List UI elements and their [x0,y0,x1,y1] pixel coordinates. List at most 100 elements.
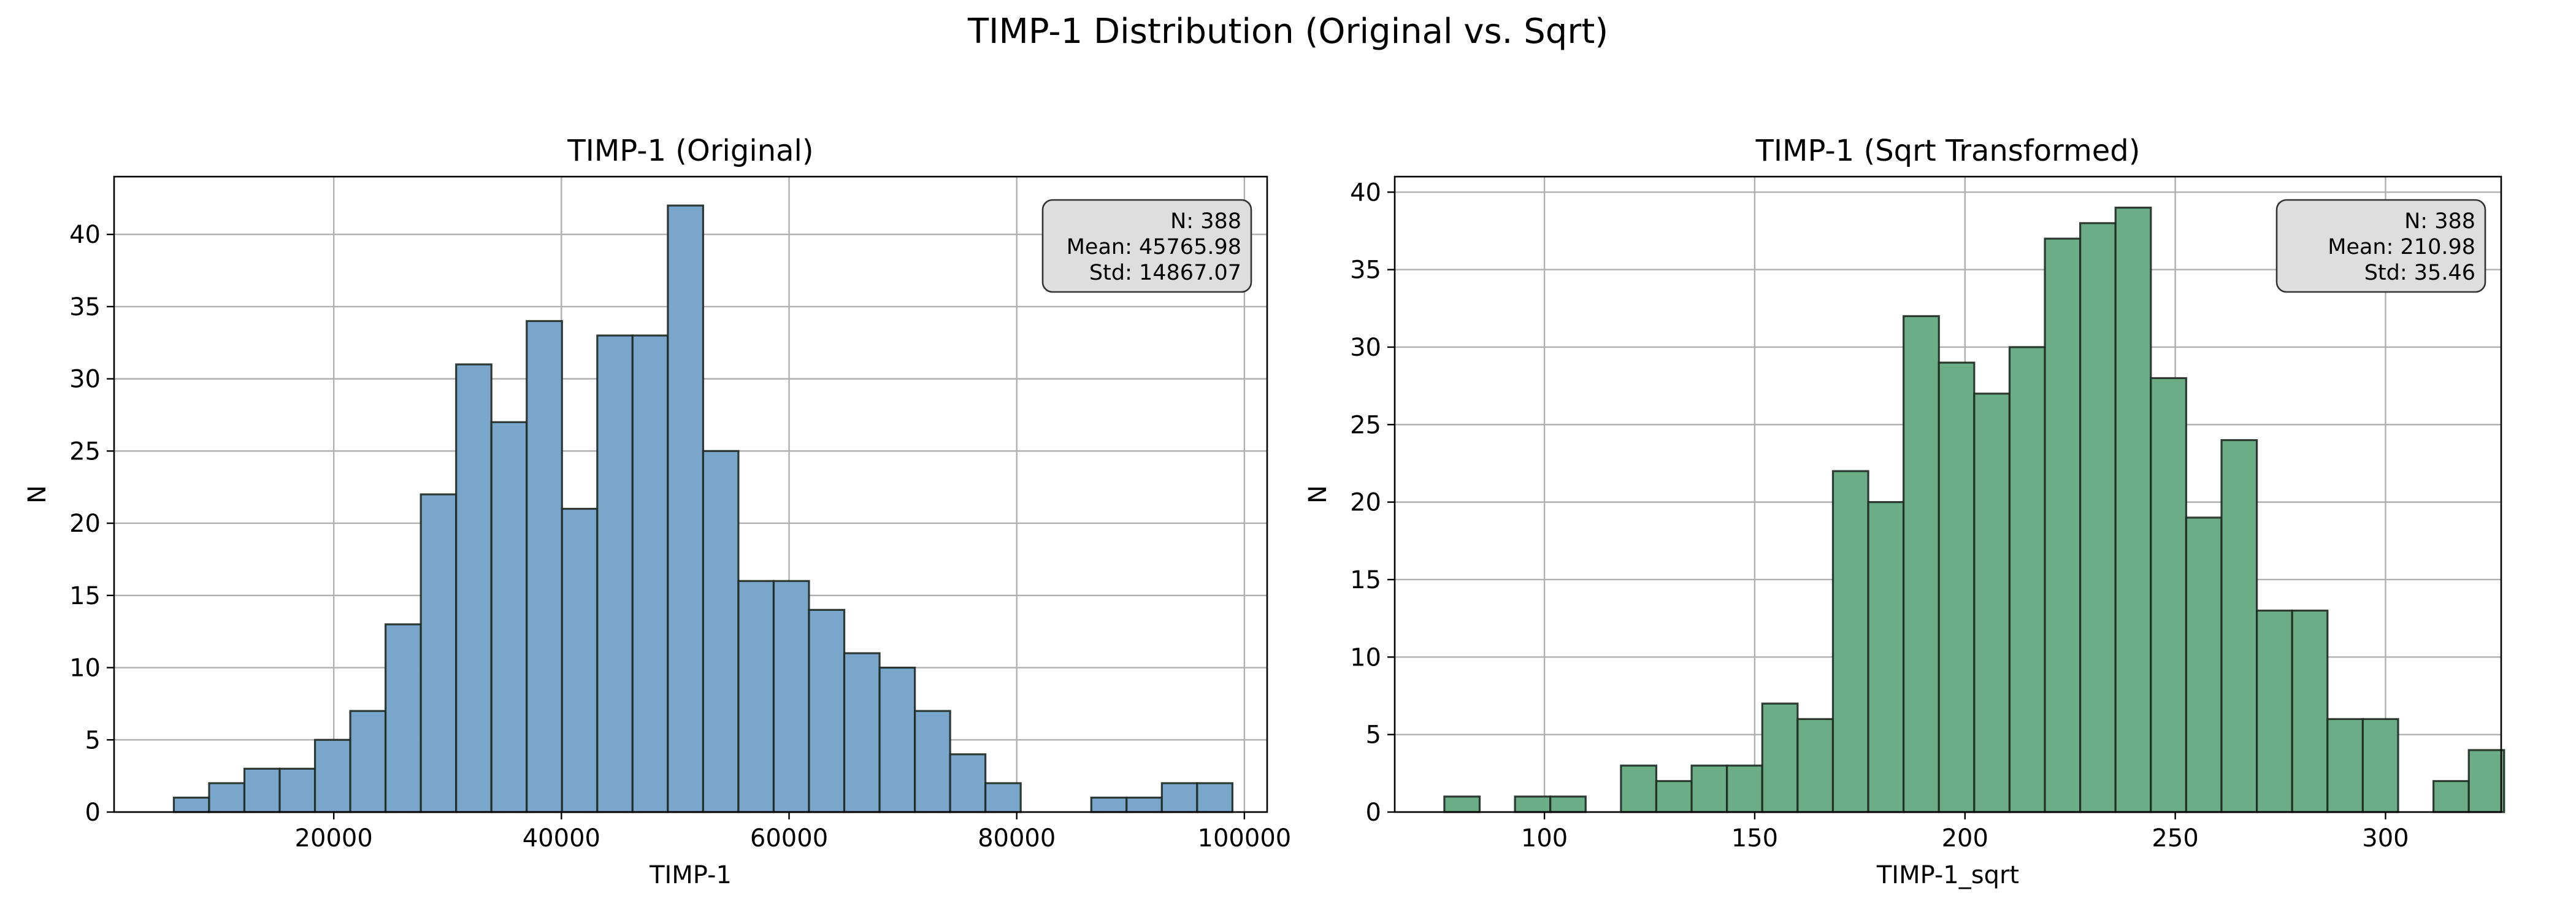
y-tick-label: 30 [1350,334,1381,362]
x-tick-label: 60000 [750,824,828,853]
y-tick-label: 35 [69,293,101,321]
histogram-bar [172,796,210,813]
y-tick-label: 15 [69,582,101,610]
histogram-bar [2114,206,2152,813]
y-tick-label: 35 [1350,256,1381,285]
stats-box [2275,199,2486,293]
x-axis-label: TIMP-1_sqrt [1876,861,2019,889]
histogram-bar [1726,764,1763,813]
histogram-bar [737,580,775,813]
y-tick-label: 25 [1350,411,1381,439]
histogram-bar [313,738,351,813]
y-tick-label: 20 [1350,489,1381,517]
histogram-bar [243,767,281,813]
y-tick-label: 0 [1366,799,1381,827]
histogram-bar [1160,782,1198,813]
histogram-bar [1655,780,1693,813]
histogram-bar [208,782,246,813]
histogram-bar [843,652,881,813]
y-tick-label: 15 [1350,566,1381,594]
y-axis-label: N [1304,485,1332,504]
histogram-bar [2432,780,2470,813]
histogram-bar [2291,609,2329,813]
x-tick-label: 40000 [523,824,600,853]
stats-line: N: 388 [1170,209,1241,234]
y-tick-label: 40 [1350,178,1381,207]
histogram-bar [1443,795,1481,813]
histogram-bar [278,767,316,813]
stats-line: Mean: 210.98 [2328,235,2475,259]
x-tick-label: 100000 [1198,824,1292,853]
stats-line: Std: 14867.07 [1089,261,1241,285]
histogram-bar [949,753,987,813]
axes-frame [1393,175,2502,813]
y-tick-label: 25 [69,437,101,466]
panel-title: TIMP-1 (Original) [567,134,813,168]
x-tick-label: 80000 [978,824,1056,853]
stats-line: N: 388 [2404,209,2475,234]
histogram-bar [2256,609,2293,813]
histogram-bar [1620,764,1658,813]
stats-line: Mean: 45765.98 [1067,235,1241,259]
y-tick-label: 10 [69,654,101,683]
x-tick-label: 100 [1521,824,1568,853]
histogram-bar [2008,346,2046,813]
x-tick-label: 20000 [295,824,373,853]
histogram-bar [1125,796,1163,813]
histogram-bar [631,334,669,813]
y-tick-label: 5 [1366,721,1381,749]
panel-sqrt-transformed: 100 150 200 250 300 0 5 10 15 20 25 30 35 40 TIMP-1 (S… [1304,134,2505,889]
histogram-bar [1973,393,2011,813]
histogram-bar [2361,718,2399,813]
histogram-bar [1938,361,1976,813]
histogram-bar [526,320,563,813]
histogram-bar [2150,377,2188,813]
histogram-bar [2185,516,2223,813]
panel-original: 20000 40000 60000 80000 100000 0 5 10 15 20 25 30 35… [23,134,1291,889]
histogram-bar [561,507,599,813]
y-tick-label: 0 [85,799,101,827]
x-axis-label: TIMP-1 [649,861,732,889]
histogram-bar [1196,782,1233,813]
histogram-bar [878,666,916,813]
y-tick-label: 5 [85,726,101,754]
histogram-bar [455,363,493,813]
histogram-bar [1690,764,1728,813]
x-tick-label: 200 [1942,824,1988,853]
histogram-bar [2220,439,2258,813]
histogram-bar [1549,795,1587,813]
histogram-bar [772,580,810,813]
stats-box [1041,199,1252,293]
x-tick-label: 150 [1731,824,1778,853]
histogram-bar [385,623,422,813]
histogram-bar [1867,501,1905,813]
histogram-bar [1761,702,1799,813]
histogram-bar [2467,749,2505,813]
histogram-bar [1090,796,1128,813]
histogram-bar [808,608,846,813]
stats-line: Std: 35.46 [2364,261,2475,285]
axes-frame [113,175,1268,813]
histogram-bar [1514,795,1552,813]
histogram-bar [667,204,705,813]
histogram-bar [2326,718,2364,813]
histogram-bar [702,450,740,813]
y-tick-label: 30 [69,366,101,394]
histogram-bar [490,421,528,813]
x-tick-label: 250 [2152,824,2198,853]
y-tick-label: 20 [69,510,101,538]
x-tick-label: 300 [2362,824,2409,853]
histogram-bar [420,493,458,813]
histogram-bar [349,710,387,813]
histogram-bar [2079,222,2117,813]
histogram-bar [1903,315,1940,813]
histogram-bar [984,782,1022,813]
histogram-bar [596,334,634,813]
histogram-bar [2044,237,2082,813]
figure-suptitle: TIMP-1 Distribution (Original vs. Sqrt) [967,12,1608,52]
histogram-bar [914,710,951,813]
y-axis-label: N [23,485,52,504]
y-tick-label: 40 [69,221,101,249]
